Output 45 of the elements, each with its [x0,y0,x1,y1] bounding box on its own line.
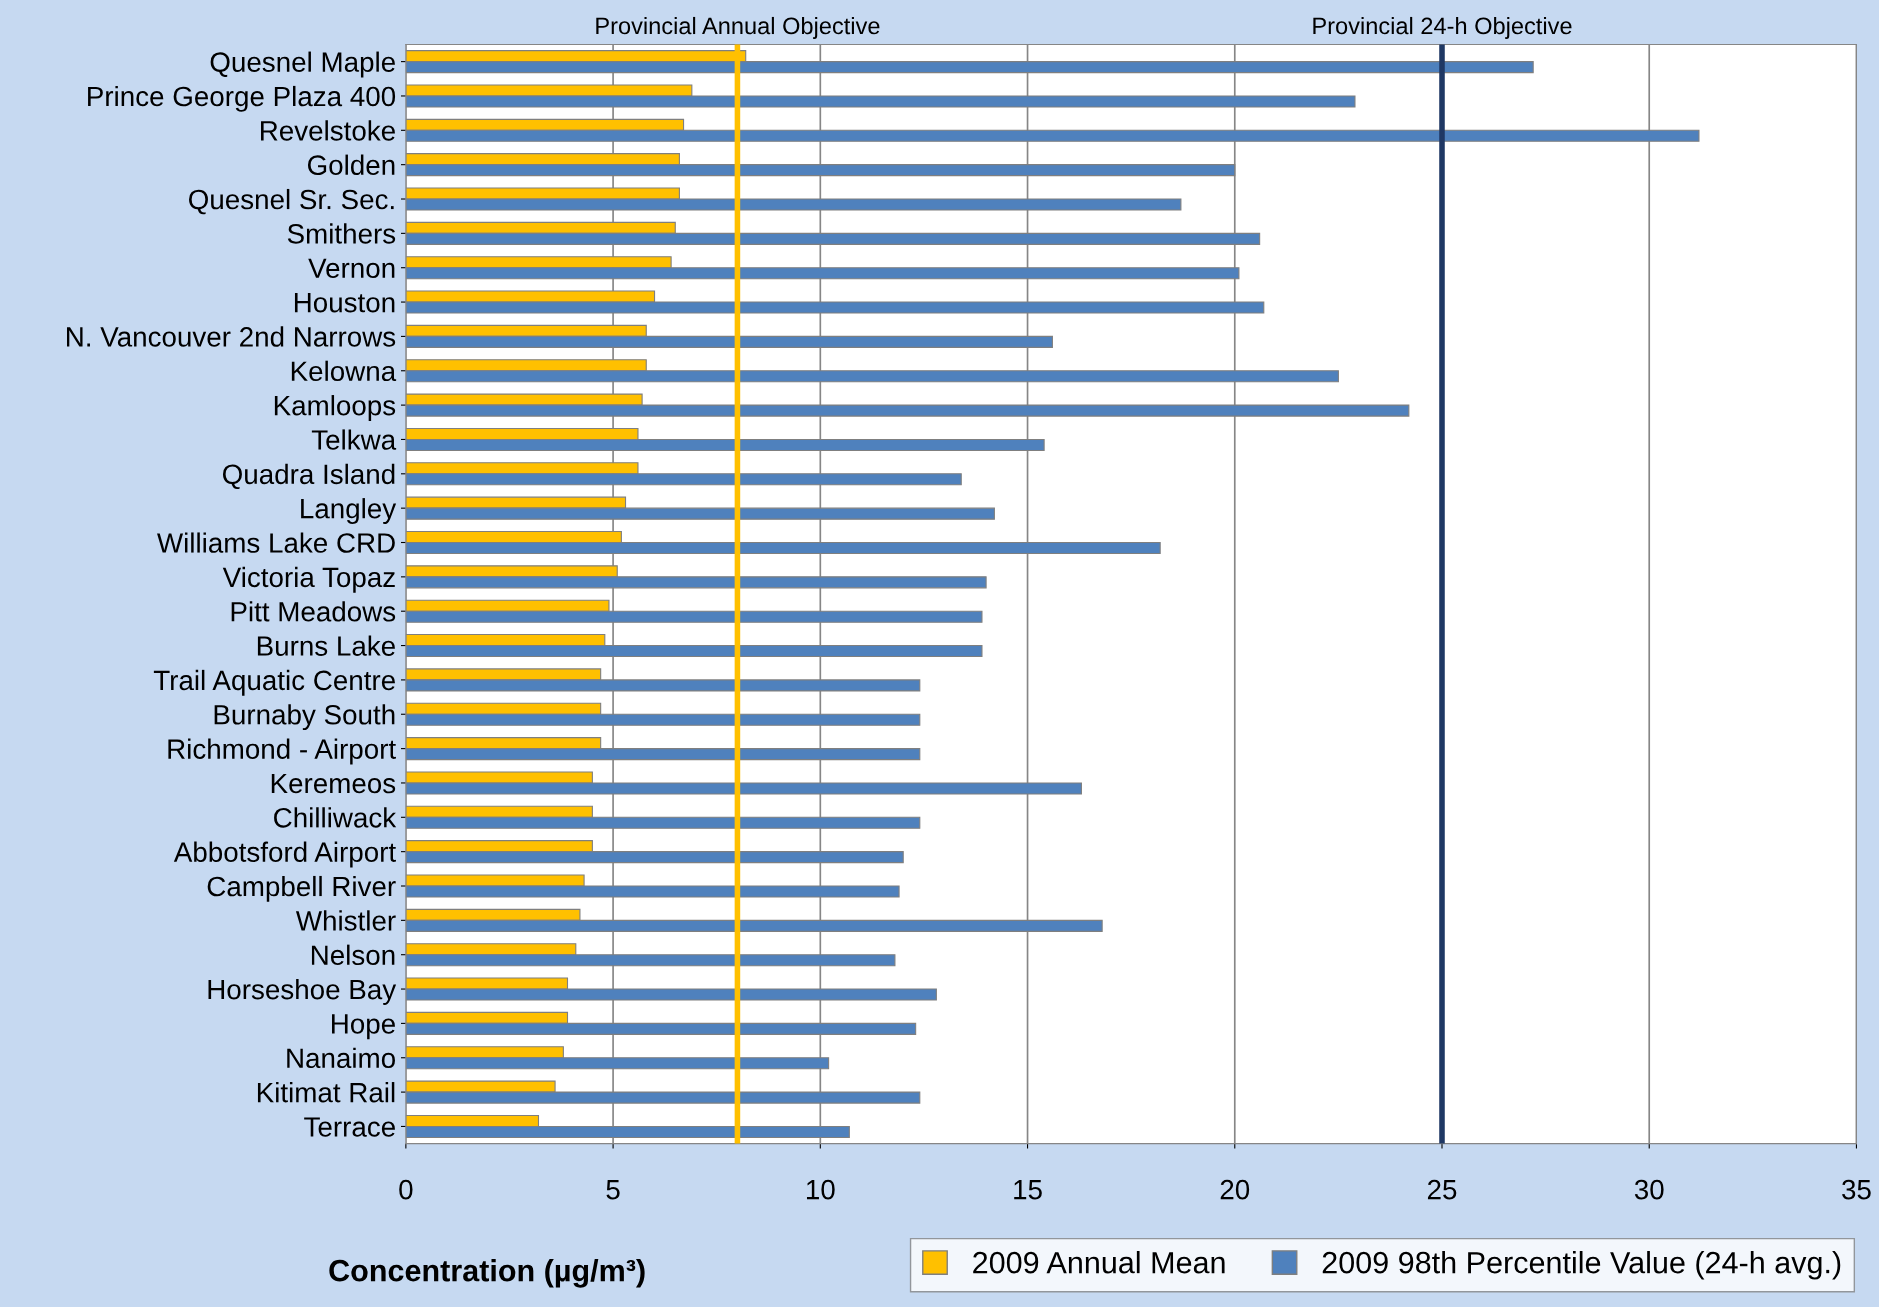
y-tick-label: N. Vancouver 2nd Narrows [67,326,396,347]
y-tick-label: Vernon [308,258,395,279]
y-tick-label: Richmond - Airport [168,738,396,765]
y-tick-label: Kitimat Rail [257,1082,395,1103]
x-tick-label: 35 [1842,1179,1871,1200]
y-tick-label: Abbotsford Airport [173,841,396,868]
x-tick-label: 5 [606,1180,620,1200]
y-tick-label: Hope [332,1014,395,1040]
y-tick-label: Golden [307,154,395,175]
x-tick-label: 30 [1634,1179,1664,1200]
y-tick-label: Terrace [304,1117,395,1137]
y-tick-label: Whistler [295,910,396,931]
y-tick-label: Pitt Meadows [231,601,396,622]
y-tick-label: Keremeos [271,773,396,794]
y-tick-label: Chilliwack [274,807,397,828]
legend-label: 2009 Annual Mean [973,1251,1225,1274]
x-axis-title: Concentration (µg/m³) [329,1259,645,1288]
y-tick-label: Quadra Island [222,463,395,490]
y-tick-label: Kamloops [274,395,396,421]
y-tick-label: Campbell River [207,875,396,902]
y-tick-label: Quesnel Sr. Sec. [189,188,394,215]
y-tick-label: Nanaimo [287,1047,395,1069]
y-tick-label: Prince George Plaza 400 [88,85,396,112]
y-tick-label: Revelstoke [261,120,395,141]
y-tick-label: Nelson [311,944,395,966]
x-tick-label: 25 [1427,1179,1457,1200]
x-tick-label: 20 [1220,1179,1250,1200]
y-tick-label: Quesnel Maple [210,51,395,78]
x-tick-label: 0 [399,1179,413,1200]
y-tick-label: Langley [301,498,397,524]
y-tick-label: Trail Aquatic Centre [153,669,395,696]
y-tick-label: Telkwa [311,429,397,450]
y-tick-label: Burnaby South [214,704,395,731]
ref-line-label: Provincial 24-h Objective [1313,16,1572,39]
x-tick-label: 15 [1014,1180,1042,1200]
legend-label: 2009 98th Percentile Value (24-h avg.) [1322,1251,1841,1280]
y-tick-label: Kelowna [291,360,397,382]
y-tick-label: Houston [294,293,395,313]
ref-line-label: Provincial Annual Objective [596,16,880,39]
y-tick-label: Horseshoe Bay [208,978,397,1005]
y-tick-label: Victoria Topaz [222,566,395,593]
y-tick-label: Burns Lake [257,635,395,656]
x-tick-label: 10 [806,1179,835,1200]
y-tick-label: Williams Lake CRD [157,532,395,553]
y-tick-label: Smithers [287,223,396,244]
